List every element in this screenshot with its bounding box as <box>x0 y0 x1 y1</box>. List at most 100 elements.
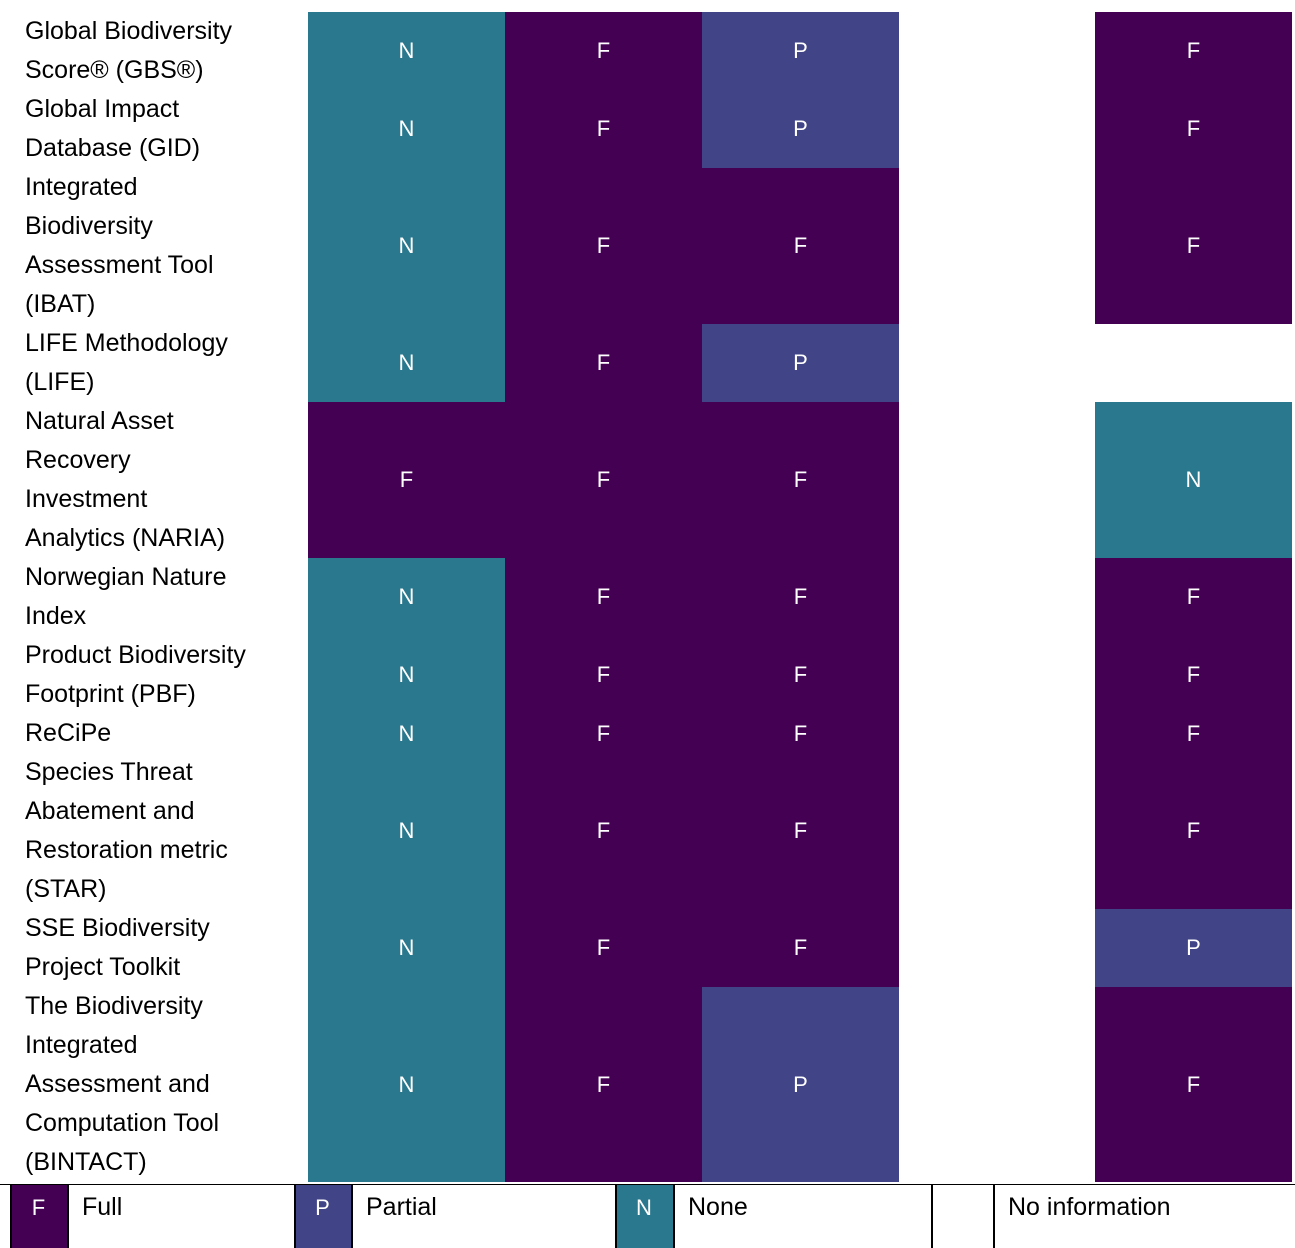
rating-cell: N <box>308 753 505 909</box>
legend-divider <box>10 1185 12 1248</box>
rating-cell: F <box>702 753 899 909</box>
rating-cell <box>899 558 1096 636</box>
row-label-line: The Biodiversity <box>25 992 203 1020</box>
row-label-line: Analytics (NARIA) <box>25 524 226 552</box>
row-label: Global Impact Database (GID) <box>25 90 300 168</box>
rating-cell <box>1095 324 1292 402</box>
rating-cell: F <box>308 402 505 558</box>
rating-cell: N <box>308 90 505 168</box>
row-label-line: Assessment and <box>25 1070 210 1098</box>
rating-cell: F <box>702 168 899 324</box>
row-label-line: Biodiversity <box>25 212 153 240</box>
legend-swatch <box>931 1185 993 1248</box>
rating-cell: F <box>505 12 702 90</box>
table-row: LIFE Methodology (LIFE) N F P <box>0 324 1295 402</box>
rating-cell: F <box>505 636 702 714</box>
legend-divider <box>67 1185 69 1248</box>
row-label-line: ReCiPe <box>25 719 112 747</box>
rating-cell: N <box>308 12 505 90</box>
rating-cell: F <box>1095 12 1292 90</box>
table-row: Global Biodiversity Score® (GBS®) N F P F <box>0 12 1295 90</box>
row-label: Product Biodiversity Footprint (PBF) <box>25 636 300 714</box>
rating-cell: F <box>505 909 702 987</box>
rating-cell <box>899 168 1096 324</box>
table-row: Product Biodiversity Footprint (PBF) N F F F <box>0 636 1295 714</box>
rating-cell: P <box>702 12 899 90</box>
legend-divider <box>993 1185 995 1248</box>
rating-cell: F <box>1095 90 1292 168</box>
table-row: Norwegian Nature Index N F F F <box>0 558 1295 636</box>
row-label: Global Biodiversity Score® (GBS®) <box>25 12 300 90</box>
rating-cell: F <box>505 402 702 558</box>
row-label-line: Abatement and <box>25 797 195 825</box>
rating-cell: N <box>308 558 505 636</box>
row-label-line: Project Toolkit <box>25 953 181 981</box>
legend-divider <box>351 1185 353 1248</box>
rating-cell: F <box>505 987 702 1182</box>
rating-cell: N <box>308 636 505 714</box>
legend-swatch: P <box>294 1185 351 1248</box>
rating-cell: F <box>702 909 899 987</box>
legend-label: None <box>688 1193 748 1221</box>
rating-cell <box>899 753 1096 909</box>
row-label-line: (STAR) <box>25 875 107 903</box>
rating-cell: F <box>505 168 702 324</box>
row-label: The Biodiversity Integrated Assessment and… <box>25 987 300 1182</box>
rating-cell: P <box>702 90 899 168</box>
rating-cell: N <box>308 987 505 1182</box>
rating-cell: P <box>1095 909 1292 987</box>
row-label-line: (BINTACT) <box>25 1148 147 1176</box>
row-label-line: (LIFE) <box>25 368 95 396</box>
row-label-line: Integrated <box>25 1031 138 1059</box>
rating-cell: F <box>1095 987 1292 1182</box>
rating-cell: N <box>308 168 505 324</box>
rating-cell: F <box>1095 168 1292 324</box>
legend-label: Partial <box>366 1193 437 1221</box>
row-label-line: Assessment Tool <box>25 251 214 279</box>
table-row: Species Threat Abatement and Restoration m… <box>0 753 1295 909</box>
row-label-line: Investment <box>25 485 148 513</box>
row-label-line: Score® (GBS®) <box>25 56 204 84</box>
row-label-line: Norwegian Nature <box>25 563 227 591</box>
rating-cell: F <box>1095 714 1292 753</box>
row-label-line: Product Biodiversity <box>25 641 246 669</box>
row-label-line: SSE Biodiversity <box>25 914 210 942</box>
row-label-line: Database (GID) <box>25 134 201 162</box>
row-label-line: (IBAT) <box>25 290 96 318</box>
rating-cell <box>899 90 1096 168</box>
rating-cell: N <box>308 714 505 753</box>
table-row: Natural Asset Recovery Investment Analytics… <box>0 402 1295 558</box>
row-label-line: Global Biodiversity <box>25 17 233 45</box>
legend-divider <box>673 1185 675 1248</box>
row-label-line: Species Threat <box>25 758 193 786</box>
rating-cell: F <box>505 324 702 402</box>
rating-cell <box>899 12 1096 90</box>
rating-cell: F <box>1095 753 1292 909</box>
row-label-line: Restoration metric <box>25 836 228 864</box>
rating-cell: F <box>702 714 899 753</box>
rating-cell: F <box>505 90 702 168</box>
rating-cell: F <box>505 714 702 753</box>
rating-cell: F <box>702 402 899 558</box>
rating-cell <box>899 402 1096 558</box>
row-label: Norwegian Nature Index <box>25 558 300 636</box>
rating-cell: P <box>702 987 899 1182</box>
rating-cell <box>899 909 1096 987</box>
rating-cell: F <box>505 558 702 636</box>
legend-divider <box>294 1185 296 1248</box>
row-label: Species Threat Abatement and Restoration m… <box>25 753 300 909</box>
legend-label: No information <box>1008 1193 1171 1221</box>
row-label-line: Natural Asset <box>25 407 174 435</box>
row-label-line: Integrated <box>25 173 138 201</box>
rating-cell: F <box>1095 558 1292 636</box>
rating-cell: N <box>308 324 505 402</box>
rating-cell <box>899 324 1096 402</box>
legend-swatch: F <box>10 1185 67 1248</box>
table-row: The Biodiversity Integrated Assessment and… <box>0 987 1295 1182</box>
rating-cell: F <box>702 558 899 636</box>
legend-divider <box>615 1185 617 1248</box>
row-label-line: Global Impact <box>25 95 180 123</box>
rating-cell: N <box>308 909 505 987</box>
row-label-line: LIFE Methodology <box>25 329 228 357</box>
table-row: ReCiPe N F F F <box>0 714 1295 753</box>
